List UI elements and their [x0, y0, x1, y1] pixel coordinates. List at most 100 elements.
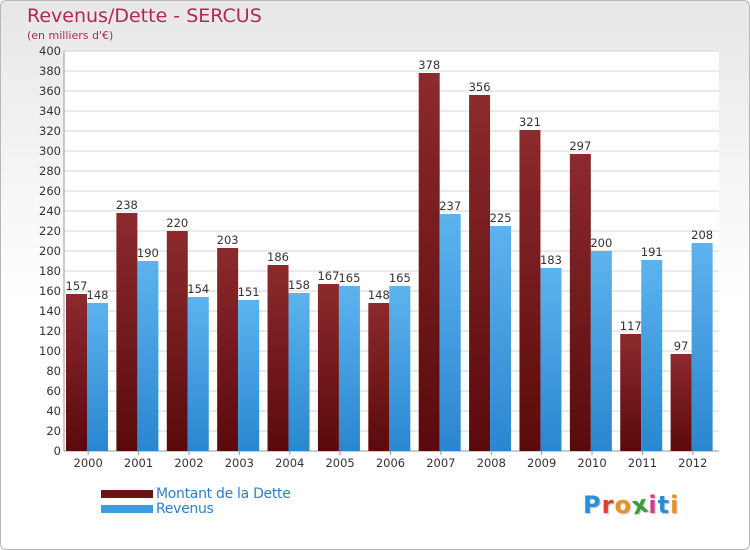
y-tick-label: 400	[39, 44, 61, 58]
x-tick-label: 2006	[376, 456, 405, 470]
bar-dette	[66, 294, 87, 451]
x-tick-label: 2005	[325, 456, 354, 470]
data-label: 203	[217, 233, 239, 247]
x-tick-label: 2004	[275, 456, 304, 470]
data-label: 237	[439, 199, 461, 213]
y-tick-label: 160	[39, 284, 61, 298]
bar-revenus	[87, 303, 108, 451]
bar-dette	[670, 354, 692, 451]
x-tick-label: 2012	[678, 456, 707, 470]
bar-revenus	[137, 261, 159, 451]
y-tick-label: 320	[39, 124, 61, 138]
bar-dette	[519, 130, 541, 451]
y-tick-label: 60	[46, 384, 61, 398]
y-axis: 0 20 40 60 80 100 120 140 160 180 200 220 240 260 280 3…	[39, 44, 719, 458]
bar-dette	[116, 213, 138, 451]
data-label: 356	[469, 80, 491, 94]
x-tick-label: 2000	[74, 456, 103, 470]
bar-revenus	[540, 268, 562, 451]
data-label: 321	[519, 115, 541, 129]
data-label: 220	[166, 216, 188, 230]
data-label: 158	[288, 278, 310, 292]
x-tick-label: 2011	[628, 456, 657, 470]
chart-subtitle: (en milliers d'€)	[27, 29, 114, 42]
data-label: 97	[674, 339, 689, 353]
bar-dette	[469, 95, 491, 451]
bar-revenus	[288, 293, 310, 451]
legend-swatch-debt	[101, 490, 153, 498]
data-label: 186	[267, 250, 289, 264]
bar-revenus	[439, 214, 461, 451]
data-label: 157	[66, 279, 88, 293]
bar-revenus	[641, 260, 663, 451]
data-label: 225	[490, 211, 512, 225]
data-label: 117	[620, 319, 642, 333]
y-tick-label: 260	[39, 184, 61, 198]
x-tick-label: 2007	[426, 456, 455, 470]
y-tick-label: 300	[39, 144, 61, 158]
y-tick-label: 200	[39, 244, 61, 258]
bar-dette	[418, 73, 440, 451]
y-tick-label: 240	[39, 204, 61, 218]
legend-label-debt: Montant de la Dette	[156, 486, 291, 502]
y-tick-label: 180	[39, 264, 61, 278]
logo-letter: o	[614, 491, 632, 519]
logo-letter: t	[657, 491, 671, 519]
x-axis: 2000 2001 2002 2003 2004 2005 2006 2007 2008 2009…	[74, 451, 707, 470]
legend-label-revenus: Revenus	[156, 501, 214, 517]
bar-dette	[166, 231, 188, 451]
data-label: 183	[540, 253, 562, 267]
legend-swatch-revenus	[101, 505, 153, 513]
bar-revenus	[490, 226, 512, 451]
data-label: 190	[137, 246, 159, 260]
y-tick-label: 100	[39, 344, 61, 358]
proxiti-logo: Proxiti	[583, 490, 680, 521]
data-label: 297	[569, 139, 591, 153]
logo-letter: i	[648, 491, 658, 519]
bar-dette	[569, 154, 591, 451]
bar-dette	[217, 248, 239, 451]
data-label: 165	[389, 271, 411, 285]
bar-dette	[620, 334, 642, 451]
y-tick-label: 380	[39, 64, 61, 78]
data-label: 148	[87, 288, 109, 302]
y-tick-label: 140	[39, 304, 61, 318]
y-tick-label: 340	[39, 104, 61, 118]
data-label: 378	[418, 58, 440, 72]
y-tick-label: 20	[46, 424, 61, 438]
data-label: 151	[238, 285, 260, 299]
bar-revenus	[238, 300, 260, 451]
y-tick-label: 0	[54, 444, 61, 458]
logo-letter: P	[583, 491, 602, 519]
x-tick-label: 2010	[577, 456, 606, 470]
y-tick-label: 80	[46, 364, 61, 378]
data-label: 208	[691, 228, 713, 242]
x-tick-label: 2009	[527, 456, 556, 470]
bar-dette	[267, 265, 289, 451]
x-tick-label: 2002	[174, 456, 203, 470]
data-label: 191	[641, 245, 663, 259]
y-tick-label: 360	[39, 84, 61, 98]
y-tick-label: 220	[39, 224, 61, 238]
x-tick-label: 2008	[477, 456, 506, 470]
y-tick-label: 40	[46, 404, 61, 418]
bar-revenus	[590, 251, 612, 451]
bar-dette	[317, 284, 339, 451]
bar-revenus	[691, 243, 713, 451]
data-label: 154	[187, 282, 209, 296]
bar-dette	[368, 303, 390, 451]
x-tick-label: 2003	[225, 456, 254, 470]
bar-revenus	[389, 286, 411, 451]
data-label: 165	[338, 271, 360, 285]
x-tick-label: 2001	[124, 456, 153, 470]
bar-revenus	[187, 297, 209, 451]
data-label: 167	[317, 269, 339, 283]
logo-letter: r	[601, 491, 615, 519]
y-tick-label: 280	[39, 164, 61, 178]
y-tick-label: 120	[39, 324, 61, 338]
data-label: 200	[590, 236, 612, 250]
logo-letter: i	[670, 491, 680, 519]
